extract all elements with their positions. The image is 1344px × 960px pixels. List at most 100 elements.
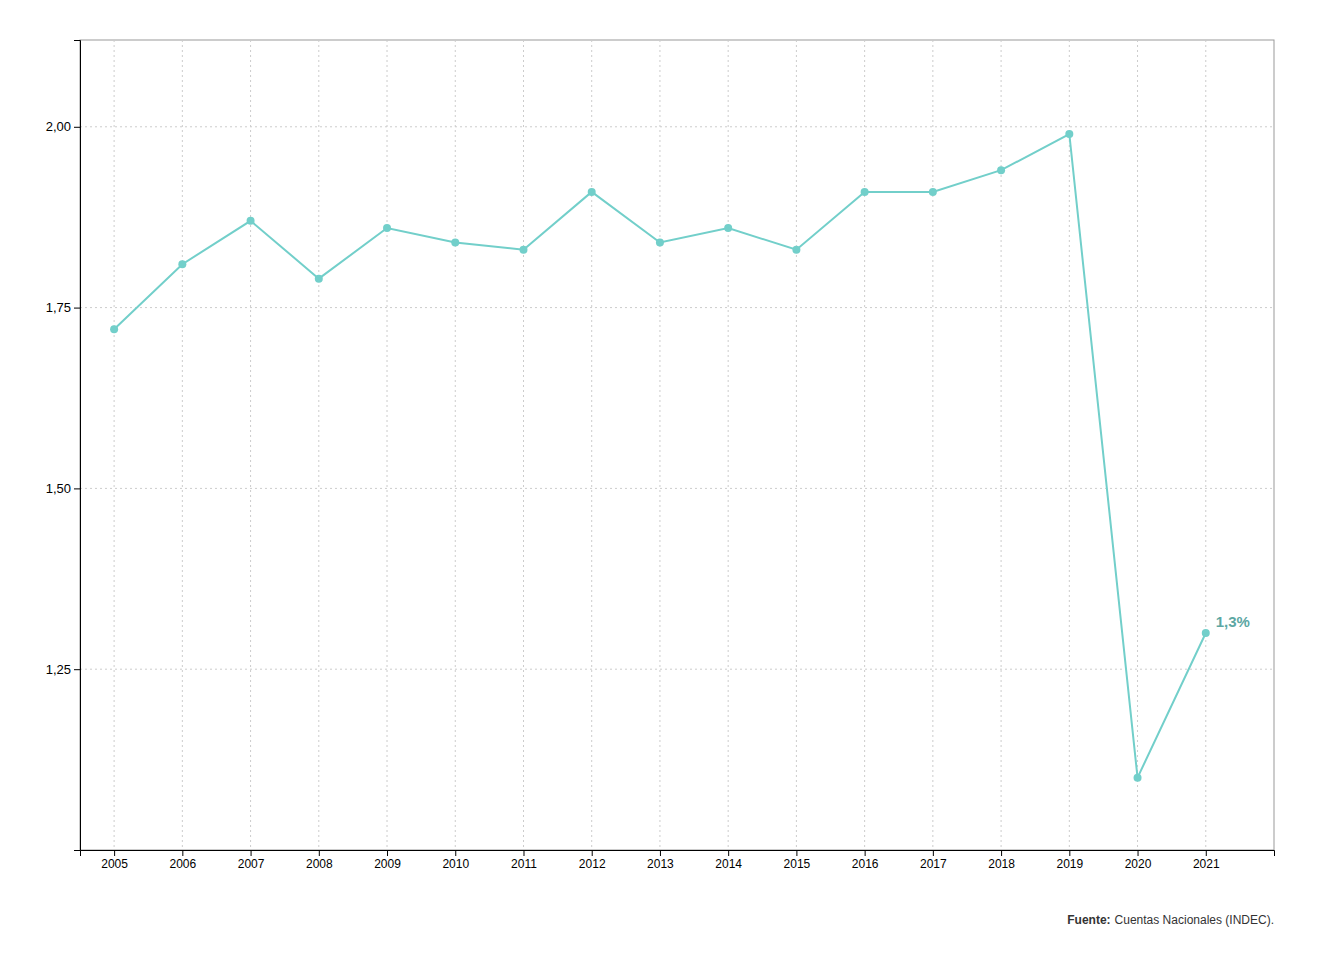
x-tick-mark [523,850,524,856]
x-tick: 2013 [647,850,674,871]
grid-line-x [523,40,524,850]
point [656,239,664,247]
x-tick: 2007 [238,850,265,871]
point [724,224,732,232]
line [114,134,1206,778]
x-tick-mark [319,850,320,856]
plot-area [110,130,1210,782]
point [861,188,869,196]
annotation: 1,3% [1216,613,1250,630]
x-tick-mark [865,850,866,856]
grid-line-x [932,40,933,850]
grid-line-x [1137,40,1138,850]
x-tick: 2018 [988,850,1015,871]
x-tick-mark [1206,850,1207,856]
x-axis: 2005 2006 2007 2008 2009 2010 2011 2012 2013 2014… [81,850,1275,871]
x-tick: 2017 [920,850,947,871]
y-tick-label: 1,75 [46,300,71,315]
y-axis: 1,25 1,50 1,75 2,00 [46,41,81,851]
x-tick: 2008 [306,850,333,871]
source-text: Cuentas Nacionales (INDEC). [1115,913,1274,927]
y-tick-label: 1,50 [46,481,71,496]
x-tick-mark [387,850,388,856]
point [588,188,596,196]
y-tick-mark [74,308,80,309]
point [247,217,255,225]
point [1202,629,1210,637]
x-tick: 2009 [374,850,401,871]
x-tick: 2012 [579,850,606,871]
grid-line-x [182,40,183,850]
x-tick: 2019 [1056,850,1083,871]
grid-line-y [80,307,1274,308]
x-tick: 2014 [715,850,742,871]
y-tick: 1,75 [46,300,80,315]
grid-line-y [80,126,1274,127]
x-tick-mark [660,850,661,856]
x-tick-label: 2016 [852,857,879,871]
y-tick-mark [74,127,80,128]
x-tick-label: 2009 [374,857,401,871]
x-tick-label: 2006 [169,857,196,871]
grid-line-x [1205,40,1206,850]
x-tick-label: 2007 [238,857,265,871]
grid-line-y [80,669,1274,670]
y-tick: 1,50 [46,481,80,496]
x-tick-label: 2012 [579,857,606,871]
grid-line-x [1001,40,1002,850]
x-tick-mark [796,850,797,856]
y-tick-mark [74,669,80,670]
grid-line-x [387,40,388,850]
x-tick-mark [455,850,456,856]
x-tick-label: 2015 [784,857,811,871]
point [792,246,800,254]
grid-line-x [728,40,729,850]
chart: 2005 2006 2007 2008 2009 2010 2011 2012 2013 2014… [0,0,1344,960]
point [997,166,1005,174]
x-tick: 2005 [101,850,128,871]
x-tick-label: 2014 [715,857,742,871]
grid-line-x [318,40,319,850]
x-tick-label: 2013 [647,857,674,871]
source-label: Fuente: [1067,913,1110,927]
x-tick: 2015 [784,850,811,871]
x-axis-line [81,851,1275,857]
y-tick-mark [74,488,80,489]
x-tick: 2021 [1193,850,1220,871]
x-tick-mark [592,850,593,856]
x-tick-mark [1138,850,1139,856]
x-tick-label: 2017 [920,857,947,871]
x-tick: 2006 [169,850,196,871]
x-tick-label: 2020 [1125,857,1152,871]
point [929,188,937,196]
grid-line-x [1069,40,1070,850]
grid-line-x [659,40,660,850]
x-tick-mark [728,850,729,856]
grid-line-x [591,40,592,850]
grid-line-x [455,40,456,850]
grid-line-x [864,40,865,850]
x-tick-mark [114,850,115,856]
x-tick-mark [1069,850,1070,856]
y-tick: 1,25 [46,662,80,677]
point [1065,130,1073,138]
x-tick-mark [251,850,252,856]
x-tick: 2011 [511,850,537,871]
plot-frame [80,40,1274,850]
point [315,275,323,283]
x-tick: 2016 [852,850,879,871]
y-tick-label: 1,25 [46,662,71,677]
x-tick-label: 2021 [1193,857,1220,871]
x-tick-label: 2011 [511,857,537,871]
grid-line-x [250,40,251,850]
y-tick-label: 2,00 [46,119,71,134]
point [519,246,527,254]
point [110,325,118,333]
x-tick-label: 2010 [442,857,469,871]
point [451,239,459,247]
point [1134,774,1142,782]
x-tick-label: 2018 [988,857,1015,871]
point [383,224,391,232]
source: Fuente: Cuentas Nacionales (INDEC). [1067,913,1274,927]
x-tick-label: 2019 [1056,857,1083,871]
